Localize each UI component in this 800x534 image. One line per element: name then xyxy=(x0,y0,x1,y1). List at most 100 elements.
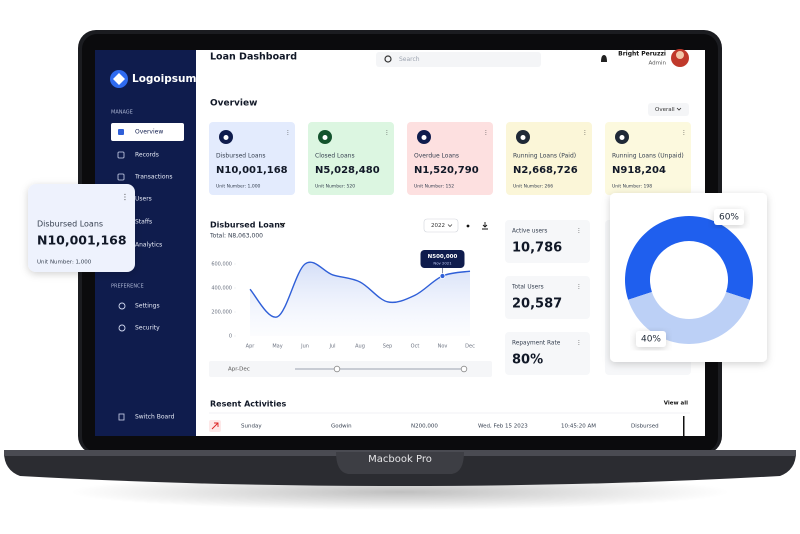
menu-item[interactable]: Overview xyxy=(135,129,163,136)
year-select[interactable] xyxy=(423,218,459,233)
label-bubble xyxy=(714,209,744,225)
y-tick-label: 200,000 xyxy=(211,310,232,316)
chart-title: Disbursed Loans xyxy=(210,221,285,230)
menu-item[interactable]: Transactions xyxy=(134,174,172,181)
popout-card xyxy=(28,184,135,272)
card-menu[interactable]: ⋮ xyxy=(384,130,390,137)
card-amount: N1,520,790 xyxy=(414,165,479,176)
card-menu[interactable]: ⋮ xyxy=(681,130,687,137)
menu-item[interactable]: Users xyxy=(135,196,152,203)
card-unit: Unit Number: 1,000 xyxy=(37,260,92,266)
stat-card xyxy=(505,332,590,375)
menu-heading: PREFERENCE xyxy=(111,284,144,290)
x-tick-label: Sep xyxy=(383,344,392,350)
menu-item[interactable]: Security xyxy=(135,325,160,332)
card-menu[interactable]: ⋮ xyxy=(285,130,291,137)
card-unit: Unit Number: 266 xyxy=(513,184,553,190)
card-icon-glyph xyxy=(322,135,328,140)
card-amount: N2,668,726 xyxy=(513,165,578,176)
row-cell: Sunday xyxy=(241,424,262,430)
share-icon[interactable] xyxy=(466,224,470,228)
card-menu[interactable]: ⋮ xyxy=(576,228,582,235)
card-amount: N10,001,168 xyxy=(37,233,127,248)
section-title: Overview xyxy=(210,99,257,109)
user-name: Bright Peruzzi xyxy=(618,51,666,58)
search-placeholder: Search xyxy=(399,56,420,63)
donut-chart: 60% 40% xyxy=(624,209,754,347)
x-tick-label: Dec xyxy=(465,344,475,350)
card-amount: N10,001,168 xyxy=(216,165,288,176)
logo-mark xyxy=(113,73,125,85)
menu-icon xyxy=(118,324,126,332)
menu-icon xyxy=(118,413,125,421)
point xyxy=(439,273,446,279)
y-tick-label: 400,000 xyxy=(211,286,232,292)
search-box[interactable] xyxy=(376,52,541,67)
stat-label: Repayment Rate xyxy=(512,341,561,347)
chevron xyxy=(447,224,453,227)
line-chart: 0 200,000 400,000 600,000 Apr May Jun Jul Aug Sep… xyxy=(211,250,475,350)
card-menu[interactable]: ⋮ xyxy=(576,284,582,291)
card-menu[interactable]: ⋮ xyxy=(121,193,129,202)
x-tick-label: Nov xyxy=(438,344,448,350)
card-amount: N5,028,480 xyxy=(315,165,380,176)
card-menu[interactable]: ⋮ xyxy=(582,130,588,137)
menu-icon xyxy=(117,173,125,181)
menu-item[interactable]: Settings xyxy=(135,303,160,310)
y-tick-label: 0 xyxy=(229,334,232,340)
card-label: Running Loans (Unpaid) xyxy=(612,153,684,160)
chevron xyxy=(676,107,682,111)
menu-item[interactable]: Records xyxy=(135,152,159,159)
line xyxy=(249,261,471,318)
filter-label: Overall xyxy=(655,107,675,113)
card-label: Disbursed Loans xyxy=(216,153,266,160)
card-menu[interactable]: ⋮ xyxy=(483,130,489,137)
row-cell: Disbursed xyxy=(631,424,659,430)
stat-card xyxy=(505,276,590,319)
menu-icon xyxy=(118,302,126,310)
x-tick-label: Jul xyxy=(328,344,335,350)
filter-dropdown[interactable] xyxy=(648,103,689,116)
menu-item[interactable]: Switch Board xyxy=(135,414,175,421)
stat-value: 10,786 xyxy=(512,241,562,256)
stat-label: Total Users xyxy=(511,285,544,291)
row-cell: Wed, Feb 15 2023 xyxy=(478,424,528,430)
range-handle[interactable] xyxy=(460,365,468,373)
card-label: Disbursed Loans xyxy=(37,220,103,229)
year-label: 2022 xyxy=(431,223,445,229)
download-icon[interactable] xyxy=(482,222,488,230)
donut-label: 40% xyxy=(641,335,661,345)
menu-active[interactable] xyxy=(111,123,184,141)
card-label: Overdue Loans xyxy=(414,153,459,160)
row-cell: N200,000 xyxy=(411,424,438,430)
activity-rows: Sunday Godwin N200,000 Wed, Feb 15 2023 10:4… xyxy=(209,420,659,432)
donut-label: 60% xyxy=(719,213,739,223)
card-amount: N918,204 xyxy=(612,165,666,176)
y-tick-label: 600,000 xyxy=(211,262,232,268)
label-bubble xyxy=(636,331,666,347)
card-menu[interactable]: ⋮ xyxy=(576,340,582,347)
view-all-link[interactable]: View all xyxy=(664,401,688,407)
menu-item[interactable]: Staffs xyxy=(135,219,152,226)
stat-value: 20,587 xyxy=(512,297,562,312)
row-cell: 10:45:20 AM xyxy=(561,424,596,430)
stat-card xyxy=(505,220,590,263)
range-label: Apr-Dec xyxy=(228,367,250,373)
menu-heading: MANAGE xyxy=(111,110,133,116)
card-icon-glyph xyxy=(619,135,625,140)
notch xyxy=(336,452,464,474)
x-tick-label: May xyxy=(272,344,282,350)
row-arrow xyxy=(211,422,219,430)
tooltip-date: Nov 2021 xyxy=(433,261,452,266)
card-unit: Unit Number: 198 xyxy=(612,184,652,190)
card-unit: Unit Number: 520 xyxy=(315,184,355,190)
summary-cards: ⋮ Disbursed Loans N10,001,168 Unit Number: … xyxy=(209,122,691,195)
bell-icon[interactable] xyxy=(601,55,607,62)
range-handle[interactable] xyxy=(333,365,341,373)
x-tick-label: Jun xyxy=(300,344,309,350)
brand: Logoipsum xyxy=(132,73,196,85)
tooltip xyxy=(420,250,465,268)
menu-item[interactable]: Analytics xyxy=(135,242,162,249)
scrollbar xyxy=(683,416,685,436)
search-icon xyxy=(384,55,392,63)
